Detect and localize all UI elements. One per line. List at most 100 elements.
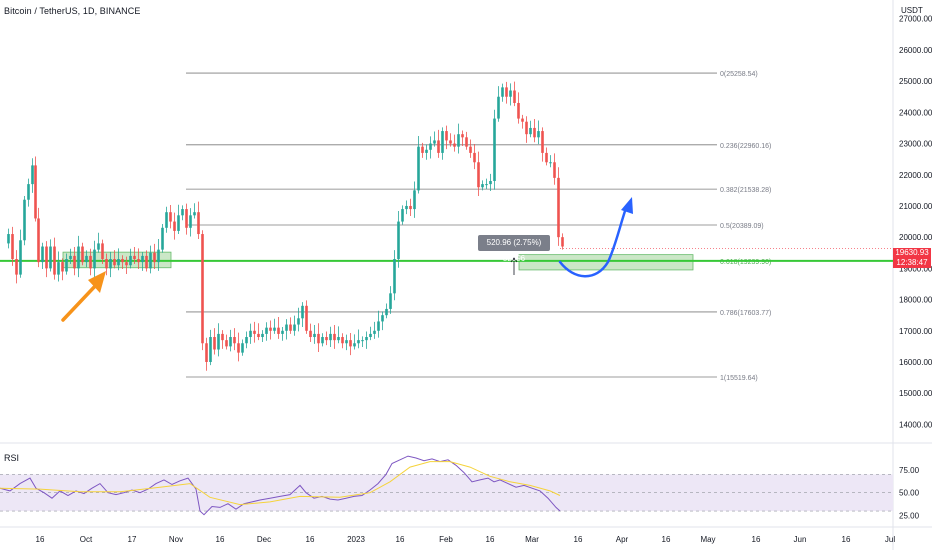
candle-body	[525, 121, 528, 135]
candle-body	[157, 249, 160, 263]
candle-body	[125, 262, 128, 266]
candle-body	[529, 127, 532, 135]
candle-body	[65, 259, 68, 272]
candle-body	[517, 102, 520, 119]
y-tick-label: 15000.00	[899, 389, 932, 398]
y-tick-label: 17000.00	[899, 327, 932, 336]
candle-body	[413, 190, 416, 210]
candle-body	[233, 337, 236, 344]
candle-body	[541, 131, 544, 153]
candle-body	[73, 255, 76, 269]
candle-body	[505, 87, 508, 97]
candle-body	[369, 333, 372, 338]
candle-body	[301, 305, 304, 319]
candle-body	[401, 209, 404, 222]
fib-level-label: 1(15519.64)	[720, 375, 758, 382]
candle-body	[381, 315, 384, 322]
candle-body	[209, 337, 212, 362]
candle-body	[285, 324, 288, 331]
y-tick-label: 14000.00	[899, 420, 932, 429]
candle-body	[421, 146, 424, 153]
candle-body	[497, 96, 500, 119]
x-tick-label: 16	[36, 535, 45, 544]
candle-body	[393, 259, 396, 294]
candle-body	[31, 165, 34, 185]
candle-body	[277, 327, 280, 334]
x-tick-label: Nov	[169, 535, 183, 544]
candle-body	[405, 205, 408, 210]
chart-title: Bitcoin / TetherUS, 1D, BINANCE	[4, 6, 141, 16]
candle-body	[221, 333, 224, 341]
candle-body	[34, 165, 37, 219]
candle-body	[109, 259, 112, 269]
x-tick-label: 17	[128, 535, 137, 544]
candle-body	[473, 152, 476, 163]
candle-body	[537, 131, 540, 138]
rsi-tick-label: 75.00	[899, 466, 920, 475]
x-tick-label: 2023	[347, 535, 365, 544]
candle-body	[27, 184, 30, 200]
candle-body	[257, 333, 260, 338]
candle-body	[181, 209, 184, 216]
candle-body	[7, 234, 10, 244]
candle-body	[261, 333, 264, 338]
candle-body	[365, 337, 368, 341]
y-tick-label: 21000.00	[899, 202, 932, 211]
candle-body	[225, 340, 228, 347]
candle-body	[245, 337, 248, 344]
candle-body	[197, 212, 200, 235]
candle-body	[325, 337, 328, 341]
candle-body	[305, 305, 308, 331]
candle-body	[217, 333, 220, 350]
y-tick-label: 18000.00	[899, 296, 932, 305]
y-tick-label: 27000.00	[899, 15, 932, 24]
candle-body	[41, 246, 44, 263]
x-tick-label: 16	[662, 535, 671, 544]
candle-body	[11, 234, 14, 260]
candle-body	[45, 246, 48, 269]
candle-body	[377, 321, 380, 331]
fib-level-label: 0.236(22960.16)	[720, 143, 771, 150]
candle-body	[281, 330, 284, 334]
candle-body	[169, 212, 172, 222]
x-tick-label: Jun	[794, 535, 807, 544]
candle-body	[19, 240, 22, 275]
candle-body	[453, 143, 456, 147]
candle-body	[289, 324, 292, 331]
candle-body	[153, 252, 156, 263]
candle-body	[533, 127, 536, 138]
candle-body	[477, 162, 480, 188]
candle-body	[417, 146, 420, 191]
candle-body	[429, 143, 432, 150]
x-tick-label: 16	[396, 535, 405, 544]
candle-body	[313, 333, 316, 338]
candle-body	[461, 134, 464, 138]
candle-body	[333, 333, 336, 341]
candles-group	[7, 81, 564, 371]
candle-body	[269, 327, 272, 331]
candle-body	[337, 337, 340, 341]
x-tick-label: Dec	[257, 535, 271, 544]
candle-body	[389, 293, 392, 309]
y-tick-label: 20000.00	[899, 233, 932, 242]
candle-body	[81, 246, 84, 263]
fib-level-label: 0.786(17603.77)	[720, 310, 771, 317]
candle-body	[545, 152, 548, 163]
candle-body	[213, 337, 216, 350]
candle-body	[229, 337, 232, 347]
rsi-tick-label: 50.00	[899, 489, 920, 498]
orange-arrow-head	[88, 271, 106, 293]
candle-body	[493, 118, 496, 181]
candle-body	[165, 212, 168, 228]
candle-body	[61, 262, 64, 272]
candle-body	[37, 218, 40, 263]
rsi-line	[0, 455, 561, 516]
currency-label: USDT	[901, 6, 923, 15]
y-tick-label: 23000.00	[899, 140, 932, 149]
candle-body	[49, 246, 52, 269]
candle-body	[321, 337, 324, 344]
candle-body	[361, 340, 364, 342]
x-tick-label: 16	[306, 535, 315, 544]
